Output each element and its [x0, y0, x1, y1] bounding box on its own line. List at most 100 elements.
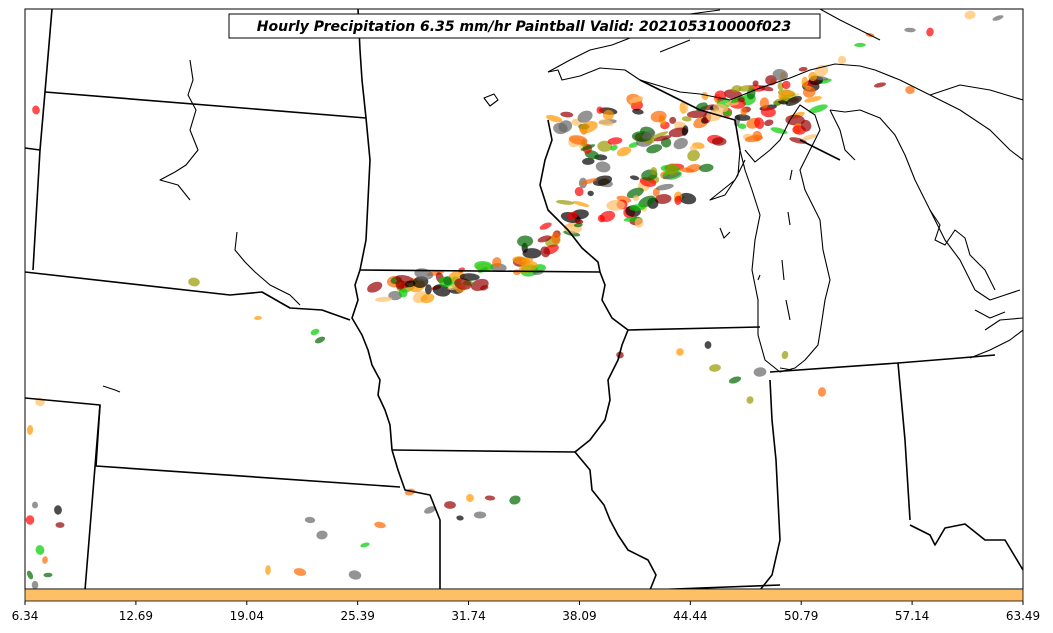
precip-blob — [646, 144, 663, 154]
precip-blob — [568, 135, 588, 145]
colorbar: 6.34 12.69 19.04 25.39 31.74 38.09 44.44 50.79 5… — [12, 588, 1040, 623]
precip-blob — [596, 106, 604, 114]
precip-blob — [709, 364, 721, 372]
precip-blob — [599, 210, 616, 222]
precip-blob — [802, 86, 816, 98]
colorbar-tick-label: 6.34 — [12, 609, 39, 623]
precip-blob — [854, 42, 866, 48]
precip-blob — [964, 10, 976, 20]
precip-blob — [304, 516, 316, 524]
precip-blob — [704, 341, 712, 349]
precip-blob — [551, 232, 561, 244]
precip-blob — [673, 137, 688, 150]
precip-blob — [316, 530, 328, 540]
precip-blob — [737, 97, 745, 103]
map-title-text: Hourly Precipitation 6.35 mm/hr Paintbal… — [257, 19, 791, 35]
precip-blob — [687, 149, 700, 162]
precip-blob — [770, 127, 788, 134]
precip-blob — [456, 515, 464, 521]
precip-blob — [669, 116, 677, 124]
precip-blob — [560, 111, 574, 118]
map-frame — [24, 8, 1024, 590]
precip-blob — [785, 96, 802, 106]
precip-blob — [556, 200, 575, 205]
precip-blob — [579, 121, 598, 134]
precip-blob — [752, 80, 759, 87]
precip-blob — [314, 336, 326, 344]
precip-blob — [254, 315, 262, 321]
precip-blob — [629, 204, 646, 211]
precip-blob — [633, 195, 640, 201]
precip-blob — [778, 100, 788, 105]
precip-blob — [582, 157, 595, 165]
precip-blob — [474, 261, 494, 272]
precip-blob — [31, 501, 39, 509]
colorbar-tick-label: 12.69 — [119, 609, 153, 623]
precip-blob — [293, 568, 307, 576]
precip-blob — [874, 82, 886, 88]
precip-blob — [25, 515, 35, 525]
precip-blob — [642, 130, 656, 140]
colorbar-tick-label: 44.44 — [673, 609, 707, 623]
precip-blob — [778, 90, 793, 99]
precip-blob — [537, 235, 552, 243]
precip-blob — [740, 107, 747, 116]
precip-blob — [626, 187, 644, 199]
precip-blob — [674, 195, 682, 205]
precip-blob — [32, 105, 40, 115]
precip-blob — [686, 110, 707, 119]
precip-blob — [574, 219, 584, 225]
precip-blob — [43, 572, 53, 578]
precip-blob — [310, 328, 320, 336]
precip-blob — [367, 281, 383, 293]
precip-blob — [665, 163, 678, 176]
precip-blob — [746, 396, 754, 404]
precip-blob — [737, 123, 747, 129]
precip-blob — [616, 146, 632, 157]
precip-blob — [656, 183, 674, 191]
precip-blob — [699, 163, 714, 173]
precip-blob — [517, 235, 534, 248]
colorbar-tick-label: 50.79 — [784, 609, 818, 623]
precip-blob — [654, 194, 672, 204]
precip-blob — [610, 144, 618, 151]
precip-blob — [781, 80, 791, 90]
state-borders — [25, 9, 1023, 589]
precip-blob — [731, 85, 742, 93]
precip-blob — [798, 66, 808, 72]
precip-blob — [804, 96, 822, 103]
precip-blob — [404, 280, 416, 288]
precip-blob — [801, 76, 808, 88]
precip-blob — [754, 117, 765, 130]
precip-blob — [587, 190, 594, 197]
precip-blob — [678, 192, 697, 205]
colorbar-tick-label: 19.04 — [230, 609, 264, 623]
precip-blob — [509, 495, 521, 505]
precip-blob — [764, 119, 774, 126]
precip-blob — [432, 284, 451, 297]
precip-blob — [546, 114, 563, 123]
precip-blob — [654, 135, 672, 142]
precip-blob — [466, 494, 474, 502]
precip-blob — [574, 187, 584, 197]
precip-blob — [580, 144, 596, 151]
precip-blob — [606, 199, 625, 211]
precip-blob — [398, 288, 408, 298]
precip-blob — [808, 104, 828, 114]
precip-blob — [572, 201, 590, 207]
precip-blob — [420, 293, 435, 304]
precip-blob — [905, 85, 915, 95]
precip-blob — [42, 556, 48, 564]
precip-blob — [602, 109, 614, 121]
precip-blob — [638, 195, 656, 208]
precip-blob — [424, 506, 436, 514]
precip-blob — [629, 175, 640, 181]
precip-blob — [580, 178, 598, 185]
precip-blob — [454, 278, 472, 290]
precip-blob — [734, 114, 751, 121]
map-title: Hourly Precipitation 6.35 mm/hr Paintbal… — [228, 13, 821, 39]
precip-blob — [759, 97, 770, 109]
precip-blob — [728, 376, 742, 384]
precip-blob — [473, 511, 487, 519]
